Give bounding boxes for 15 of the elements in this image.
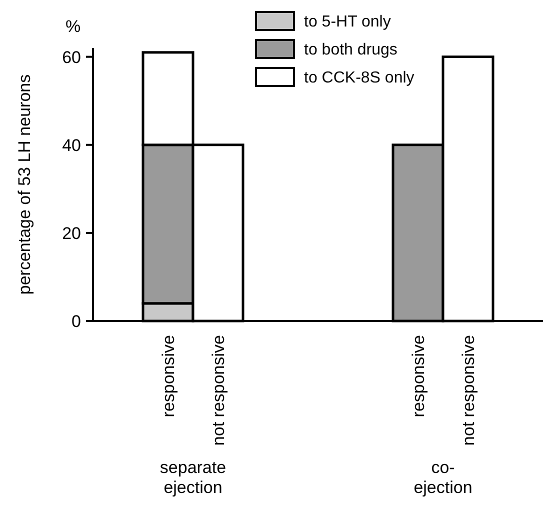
- x-tick-label: not responsive: [208, 335, 228, 446]
- y-tick-label: 60: [62, 48, 81, 67]
- legend-label: to CCK-8S only: [304, 70, 414, 87]
- text: %: [65, 17, 81, 36]
- y-tick-label: 0: [72, 312, 81, 331]
- x-tick-label: responsive: [158, 335, 178, 418]
- y-tick-label: 20: [62, 224, 81, 243]
- x-tick-label: responsive: [408, 335, 428, 418]
- text: separate ejection: [160, 458, 226, 497]
- text: co-ejection: [414, 458, 472, 497]
- y-axis-title: percentage of 53 LH neurons: [15, 74, 34, 295]
- legend-label: to 5-HT only: [304, 14, 391, 31]
- legend-label: to both drugs: [304, 42, 398, 59]
- x-tick-label: not responsive: [458, 335, 478, 446]
- y-tick-label: 40: [62, 136, 81, 155]
